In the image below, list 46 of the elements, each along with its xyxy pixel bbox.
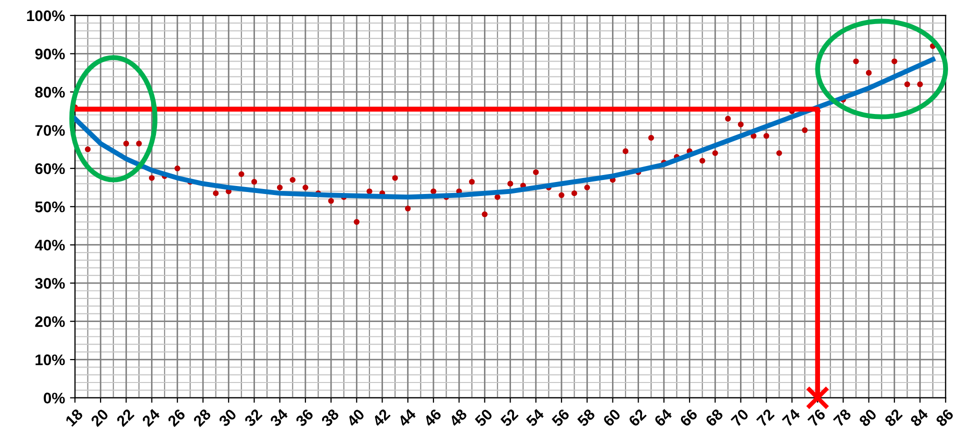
y-tick-label: 50% xyxy=(35,202,65,212)
y-tick-label: 100% xyxy=(27,10,65,22)
x-tick-label: 84 xyxy=(910,408,929,428)
x-tick-label: 26 xyxy=(167,408,186,428)
x-tick-label: 38 xyxy=(320,408,340,428)
x-tick-label: 76 xyxy=(807,408,826,428)
y-tick-label: 60% xyxy=(35,163,65,174)
x-tick-label: 68 xyxy=(704,408,724,428)
x-tick-label: 64 xyxy=(654,408,673,428)
x-tick-label: 56 xyxy=(551,408,570,428)
x-tick-label: 36 xyxy=(294,408,314,428)
y-tick-label: 30% xyxy=(35,278,65,289)
x-tick-label: 74 xyxy=(782,408,801,427)
x-tick-label: 72 xyxy=(756,408,775,427)
x-tick-label: 60 xyxy=(602,408,622,428)
x-tick-label: 34 xyxy=(269,408,289,428)
x-tick-label: 66 xyxy=(679,408,698,428)
x-tick-label: 46 xyxy=(422,408,442,428)
x-tick-label: 78 xyxy=(832,408,852,428)
x-tick-label: 20 xyxy=(90,408,110,428)
x-tick-label: 44 xyxy=(397,408,417,428)
x-tick-label: 24 xyxy=(141,408,161,427)
x-tick-label: 58 xyxy=(576,408,596,428)
x-tick-label: 62 xyxy=(628,408,647,428)
x-tick-label: 32 xyxy=(244,408,263,428)
y-tick-label: 90% xyxy=(35,48,65,60)
x-tick-label: 22 xyxy=(116,408,135,427)
x-tick-label: 30 xyxy=(218,408,238,428)
x-tick-label: 40 xyxy=(346,408,366,428)
x-tick-label: 70 xyxy=(730,408,750,428)
y-tick-label: 70% xyxy=(35,125,65,136)
x-tick-label: 18 xyxy=(64,408,84,427)
x-tick-label: 42 xyxy=(372,408,391,428)
x-tick-label: 86 xyxy=(935,408,954,428)
y-tick-label: 10% xyxy=(36,354,65,366)
y-tick-label: 80% xyxy=(35,86,65,98)
x-tick-label: 48 xyxy=(448,408,468,428)
y-tick-label: 20% xyxy=(35,316,65,328)
x-tick-label: 80 xyxy=(858,408,878,428)
x-tick-label: 54 xyxy=(526,408,545,428)
y-tick-label: 0% xyxy=(44,392,65,404)
x-tick-label: 50 xyxy=(474,408,494,428)
y-tick-label: 40% xyxy=(34,240,65,251)
x-tick-label: 52 xyxy=(500,408,519,428)
x-tick-label: 82 xyxy=(884,408,903,428)
x-tick-label: 28 xyxy=(192,408,212,428)
